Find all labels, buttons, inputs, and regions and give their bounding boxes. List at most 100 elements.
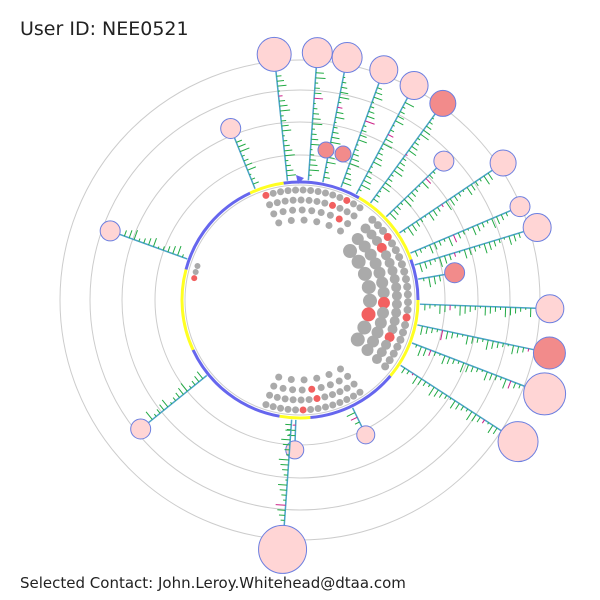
message-dot[interactable] <box>403 305 412 314</box>
message-dot[interactable] <box>321 189 329 197</box>
message-dot[interactable] <box>387 239 396 248</box>
message-dot[interactable] <box>376 242 387 253</box>
message-dot[interactable] <box>269 189 277 197</box>
message-dot[interactable] <box>389 349 398 358</box>
contact-node[interactable] <box>497 421 539 463</box>
message-dot[interactable] <box>317 209 325 217</box>
message-dot[interactable] <box>391 282 402 293</box>
message-dot[interactable] <box>381 362 390 371</box>
contact-node[interactable] <box>317 141 335 159</box>
message-dot[interactable] <box>343 196 351 204</box>
contact-node[interactable] <box>220 117 242 139</box>
message-dot[interactable] <box>313 395 321 403</box>
message-dot[interactable] <box>314 187 322 195</box>
message-dot[interactable] <box>329 191 337 199</box>
message-dot[interactable] <box>401 275 410 284</box>
message-dot[interactable] <box>326 381 334 389</box>
message-dot[interactable] <box>328 391 336 399</box>
message-dot[interactable] <box>313 374 321 382</box>
contact-node[interactable] <box>99 220 121 242</box>
message-dot[interactable] <box>298 206 306 214</box>
message-dot[interactable] <box>393 342 402 351</box>
message-dot[interactable] <box>192 269 199 276</box>
message-dot[interactable] <box>336 399 344 407</box>
message-dot[interactable] <box>343 396 351 404</box>
message-dot[interactable] <box>300 376 308 384</box>
message-dot[interactable] <box>356 204 364 212</box>
message-dot[interactable] <box>368 215 377 224</box>
message-dot[interactable] <box>403 282 412 291</box>
message-dot[interactable] <box>273 199 281 207</box>
message-dot[interactable] <box>374 316 387 329</box>
message-dot[interactable] <box>361 344 374 357</box>
contact-node[interactable] <box>429 89 457 117</box>
message-dot[interactable] <box>350 332 365 347</box>
message-dot[interactable] <box>284 405 292 413</box>
contact-node[interactable] <box>433 150 455 172</box>
contact-node[interactable] <box>535 294 565 324</box>
message-dot[interactable] <box>401 321 410 330</box>
message-dot[interactable] <box>287 216 295 224</box>
message-dot[interactable] <box>336 388 344 396</box>
selected-contact-email[interactable]: John.Leroy.Whitehead@dtaa.com <box>157 574 406 592</box>
message-dot[interactable] <box>307 187 315 195</box>
message-dot[interactable] <box>284 187 292 195</box>
message-dot[interactable] <box>275 219 283 227</box>
message-dot[interactable] <box>381 339 392 350</box>
message-dot[interactable] <box>399 328 408 337</box>
message-dot[interactable] <box>266 201 274 209</box>
message-dot[interactable] <box>191 275 198 282</box>
message-dot[interactable] <box>262 401 270 409</box>
contact-node[interactable] <box>532 336 566 370</box>
message-dot[interactable] <box>279 208 287 216</box>
message-dot[interactable] <box>385 356 394 365</box>
message-dot[interactable] <box>396 335 405 344</box>
contact-node[interactable] <box>509 196 531 218</box>
message-dot[interactable] <box>364 248 377 261</box>
message-dot[interactable] <box>308 385 316 393</box>
message-dot[interactable] <box>391 246 400 255</box>
message-dot[interactable] <box>194 263 201 270</box>
message-dot[interactable] <box>262 191 270 199</box>
message-dot[interactable] <box>273 393 281 401</box>
message-dot[interactable] <box>321 393 329 401</box>
message-dot[interactable] <box>281 395 289 403</box>
message-dot[interactable] <box>402 313 411 322</box>
message-dot[interactable] <box>391 307 402 318</box>
message-dot[interactable] <box>314 405 322 413</box>
message-dot[interactable] <box>336 204 344 212</box>
message-dot[interactable] <box>356 388 364 396</box>
contact-node[interactable] <box>399 70 429 100</box>
message-dot[interactable] <box>298 386 306 394</box>
message-dot[interactable] <box>343 384 351 392</box>
message-dot[interactable] <box>384 332 395 343</box>
message-dot[interactable] <box>297 396 305 404</box>
message-dot[interactable] <box>297 196 305 204</box>
message-dot[interactable] <box>361 280 376 295</box>
message-dot[interactable] <box>337 365 345 373</box>
message-dot[interactable] <box>337 227 345 235</box>
message-dot[interactable] <box>387 265 398 276</box>
message-dot[interactable] <box>371 235 382 246</box>
message-dot[interactable] <box>344 372 352 380</box>
message-dot[interactable] <box>344 220 352 228</box>
message-dot[interactable] <box>343 208 351 216</box>
message-dot[interactable] <box>277 404 285 412</box>
contact-node[interactable] <box>489 149 517 177</box>
contact-node[interactable] <box>523 372 567 416</box>
message-dot[interactable] <box>317 383 325 391</box>
message-dot[interactable] <box>350 380 358 388</box>
contact-node[interactable] <box>256 36 292 72</box>
message-dot[interactable] <box>281 197 289 205</box>
message-dot[interactable] <box>313 197 321 205</box>
message-dot[interactable] <box>299 186 307 194</box>
message-dot[interactable] <box>335 377 343 385</box>
contact-node[interactable] <box>369 55 399 85</box>
message-dot[interactable] <box>377 296 390 309</box>
message-dot[interactable] <box>305 396 313 404</box>
message-dot[interactable] <box>403 298 412 307</box>
message-dot[interactable] <box>384 257 395 268</box>
message-dot[interactable] <box>328 201 336 209</box>
message-dot[interactable] <box>321 199 329 207</box>
message-dot[interactable] <box>313 218 321 226</box>
